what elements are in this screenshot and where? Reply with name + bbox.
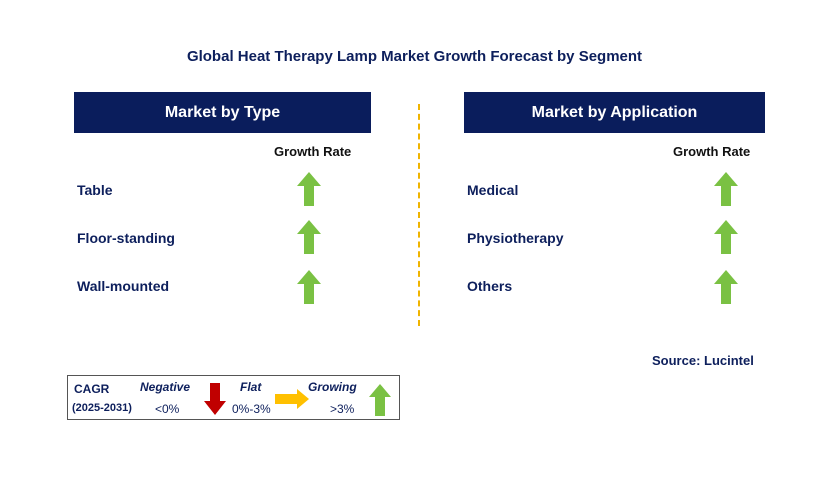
application-panel-header: Market by Application <box>464 92 765 133</box>
panel-divider <box>418 104 420 326</box>
legend-period-label: (2025-2031) <box>72 402 132 414</box>
legend-negative-label: Negative <box>140 380 191 394</box>
legend-cagr-label: CAGR <box>74 382 110 396</box>
legend-growing-label: Growing <box>308 380 357 394</box>
growing-arrow-icon <box>297 270 321 304</box>
type-panel-header: Market by Type <box>74 92 371 133</box>
growing-arrow-icon <box>297 172 321 206</box>
application-growth-rate-label: Growth Rate <box>673 144 751 159</box>
cagr-legend: CAGR (2025-2031) Negative <0% Flat 0%-3%… <box>67 375 400 420</box>
type-item-table: Table <box>77 182 113 198</box>
type-item-floor-standing: Floor-standing <box>77 230 175 246</box>
chart-title: Global Heat Therapy Lamp Market Growth F… <box>186 48 643 65</box>
negative-arrow-icon <box>204 383 226 415</box>
flat-arrow-icon <box>275 389 309 409</box>
legend-flat-range: 0%-3% <box>232 402 271 416</box>
legend-flat-label: Flat <box>240 380 262 394</box>
type-growth-rate-label: Growth Rate <box>274 144 352 159</box>
growing-arrow-icon <box>714 220 738 254</box>
growing-arrow-icon <box>714 172 738 206</box>
legend-growing-range: >3% <box>330 402 355 416</box>
growing-arrow-icon <box>297 220 321 254</box>
growing-arrow-icon <box>714 270 738 304</box>
growing-arrow-icon <box>369 384 391 416</box>
application-item-medical: Medical <box>467 182 519 198</box>
type-item-wall-mounted: Wall-mounted <box>77 278 170 294</box>
application-item-physiotherapy: Physiotherapy <box>467 230 564 246</box>
source-label: Source: Lucintel <box>652 353 754 368</box>
application-item-others: Others <box>467 278 513 294</box>
legend-negative-range: <0% <box>155 402 180 416</box>
